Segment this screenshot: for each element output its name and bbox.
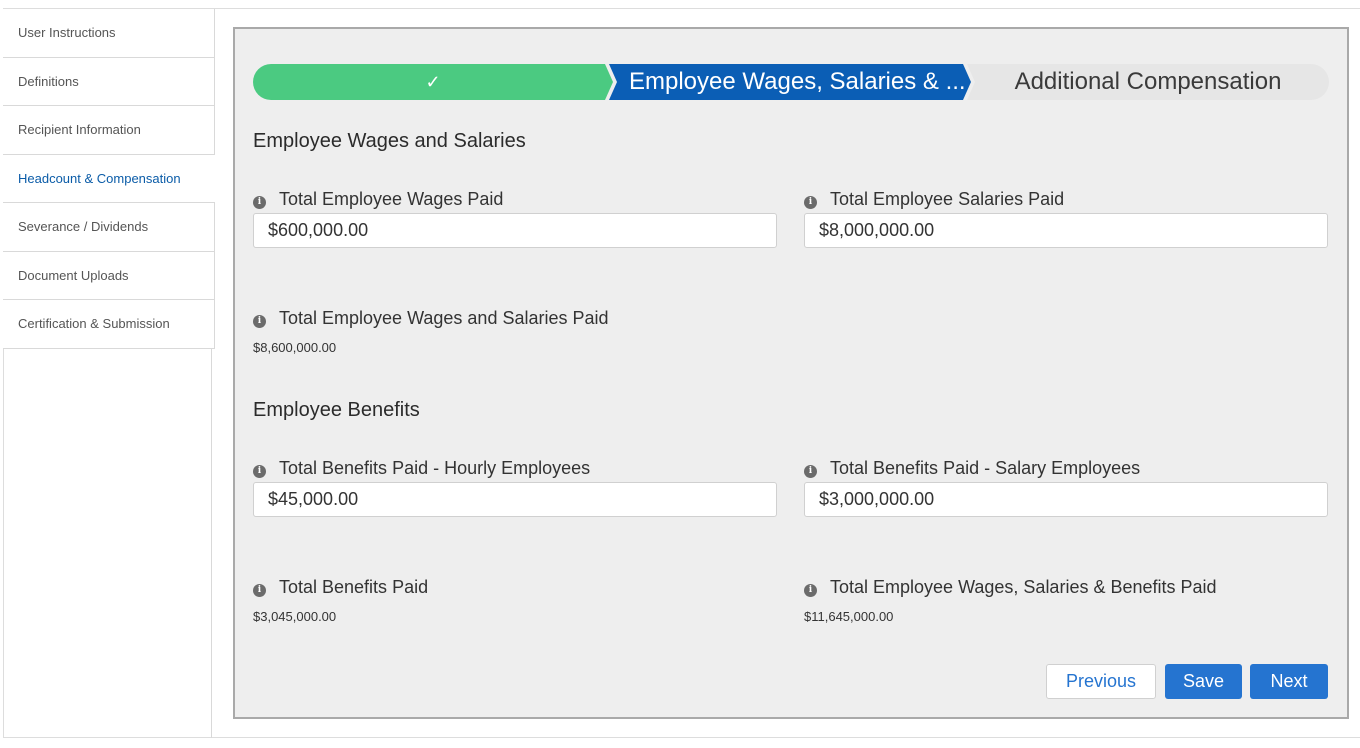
info-icon[interactable]: i	[804, 195, 817, 209]
salary-benefits-input[interactable]	[804, 482, 1328, 517]
sidebar-item-certification-submission[interactable]: Certification & Submission	[3, 300, 215, 349]
field-label: Total Benefits Paid - Hourly Employees	[279, 457, 591, 478]
sidebar-item-user-instructions[interactable]: User Instructions	[3, 9, 215, 58]
wages-paid-field: i Total Employee Wages Paid	[253, 187, 777, 248]
hourly-benefits-input[interactable]	[253, 482, 777, 517]
info-icon[interactable]: i	[253, 583, 266, 597]
grand-total-field: i Total Employee Wages, Salaries & Benefi…	[804, 575, 1328, 624]
wages-paid-input[interactable]	[253, 213, 777, 248]
info-icon[interactable]: i	[253, 314, 266, 328]
salary-benefits-field: i Total Benefits Paid - Salary Employees	[804, 456, 1328, 517]
field-label: Total Benefits Paid - Salary Employees	[830, 457, 1141, 478]
sidebar-nav: User Instructions Definitions Recipient …	[3, 9, 215, 349]
sidebar-item-headcount-compensation[interactable]: Headcount & Compensation	[3, 154, 215, 203]
wages-salaries-total-field: i Total Employee Wages and Salaries Paid …	[253, 306, 777, 355]
path-step-completed[interactable]: ✓	[253, 64, 613, 100]
sidebar-item-document-uploads[interactable]: Document Uploads	[3, 251, 215, 300]
field-label: Total Employee Salaries Paid	[830, 188, 1065, 209]
next-button[interactable]: Next	[1250, 664, 1328, 699]
path-step-next[interactable]: Additional Compensation	[967, 64, 1329, 100]
field-label: Total Employee Wages Paid	[279, 188, 504, 209]
field-label: Total Benefits Paid	[279, 576, 429, 597]
section-title-benefits: Employee Benefits	[253, 399, 420, 421]
path-step-current[interactable]: Employee Wages, Salaries & ...	[609, 64, 971, 100]
wages-salaries-total-value: $8,600,000.00	[253, 340, 337, 355]
sidebar-divider	[211, 348, 212, 738]
info-icon[interactable]: i	[253, 195, 266, 209]
benefits-total-field: i Total Benefits Paid $3,045,000.00	[253, 575, 777, 624]
check-icon: ✓	[425, 71, 441, 92]
progress-path: ✓ Employee Wages, Salaries & ... Additio…	[253, 64, 1329, 100]
grand-total-value: $11,645,000.00	[804, 609, 894, 624]
sidebar-item-definitions[interactable]: Definitions	[3, 57, 215, 106]
sidebar-item-recipient-information[interactable]: Recipient Information	[3, 106, 215, 155]
benefits-total-value: $3,045,000.00	[253, 609, 337, 624]
info-icon[interactable]: i	[253, 464, 266, 478]
info-icon[interactable]: i	[804, 464, 817, 478]
salaries-paid-field: i Total Employee Salaries Paid	[804, 187, 1328, 248]
field-label: Total Employee Wages, Salaries & Benefit…	[830, 576, 1217, 597]
hourly-benefits-field: i Total Benefits Paid - Hourly Employees	[253, 456, 777, 517]
field-label: Total Employee Wages and Salaries Paid	[279, 307, 609, 328]
previous-button[interactable]: Previous	[1046, 664, 1156, 699]
save-button[interactable]: Save	[1165, 664, 1242, 699]
form-panel: ✓ Employee Wages, Salaries & ... Additio…	[233, 27, 1349, 719]
section-title-wages: Employee Wages and Salaries	[253, 130, 526, 152]
page-frame	[3, 8, 1360, 738]
salaries-paid-input[interactable]	[804, 213, 1328, 248]
info-icon[interactable]: i	[804, 583, 817, 597]
sidebar-item-severance-dividends[interactable]: Severance / Dividends	[3, 203, 215, 252]
